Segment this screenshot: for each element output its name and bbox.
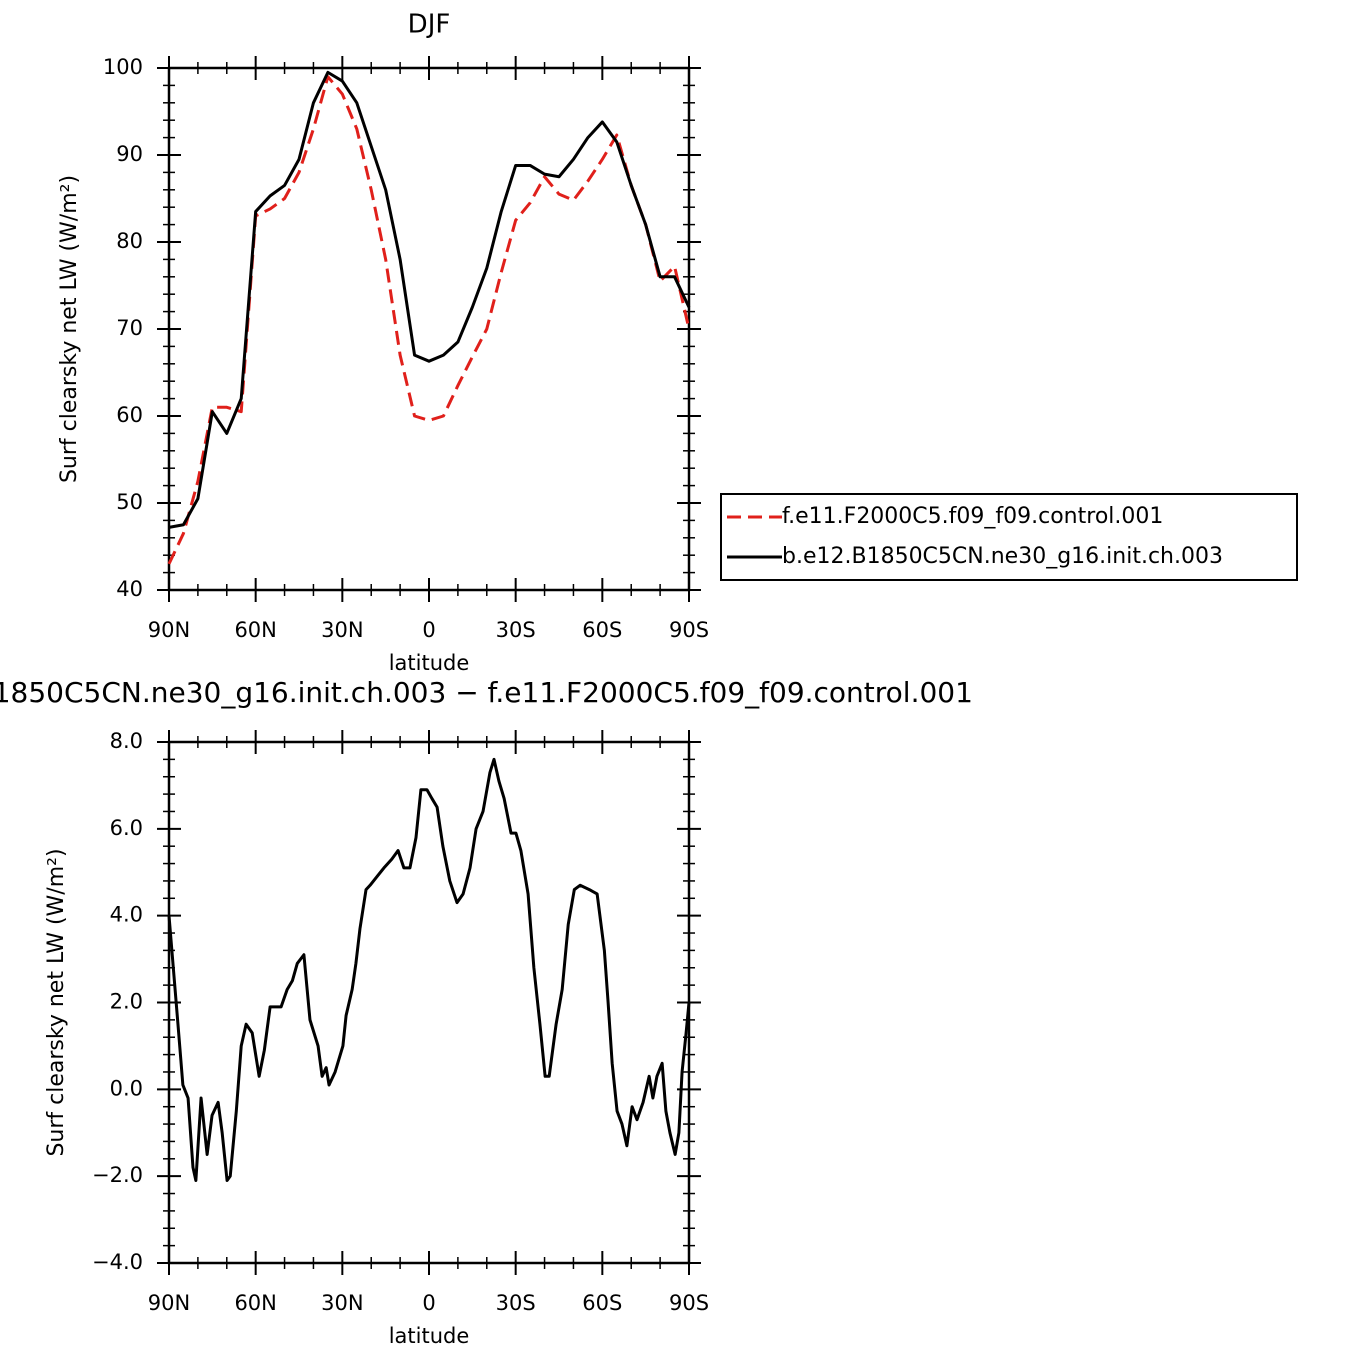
data-line bbox=[167, 757, 691, 1183]
x-tick-label: 90S bbox=[669, 1291, 709, 1315]
plot-frame bbox=[167, 66, 691, 592]
x-tick-label: 0 bbox=[422, 1291, 435, 1315]
legend-box bbox=[720, 493, 1298, 581]
x-tick-label: 30N bbox=[321, 618, 363, 642]
y-tick-label: −4.0 bbox=[92, 1250, 143, 1274]
y-tick-label: 70 bbox=[116, 316, 143, 340]
x-tick-label: 60N bbox=[234, 1291, 276, 1315]
y-tick-label: 100 bbox=[103, 55, 143, 79]
x-tick-label: 60S bbox=[582, 618, 622, 642]
y-tick-label: 80 bbox=[116, 229, 143, 253]
x-tick-label: 30N bbox=[321, 1291, 363, 1315]
y-axis-label: Surf clearsky net LW (W/m²) bbox=[44, 848, 69, 1156]
y-tick-label: 4.0 bbox=[110, 903, 143, 927]
x-axis-label: latitude bbox=[389, 651, 470, 675]
x-tick-label: 60N bbox=[234, 618, 276, 642]
x-tick-label: 90S bbox=[669, 618, 709, 642]
legend-label: f.e11.F2000C5.f09_f09.control.001 bbox=[782, 504, 1163, 529]
y-axis-label: Surf clearsky net LW (W/m²) bbox=[57, 175, 82, 483]
y-tick-label: 60 bbox=[116, 403, 143, 427]
y-tick-label: 6.0 bbox=[110, 816, 143, 840]
x-axis-label: latitude bbox=[389, 1324, 470, 1348]
x-tick-label: 30S bbox=[496, 618, 536, 642]
y-tick-label: 40 bbox=[116, 577, 143, 601]
chart-title: b.e12.B1850C5CN.ne30_g16.init.ch.003 − f… bbox=[0, 676, 973, 709]
y-tick-label: 8.0 bbox=[110, 729, 143, 753]
legend-label: b.e12.B1850C5CN.ne30_g16.init.ch.003 bbox=[782, 544, 1223, 569]
y-tick-label: 90 bbox=[116, 142, 143, 166]
x-tick-label: 0 bbox=[422, 618, 435, 642]
x-tick-label: 30S bbox=[496, 1291, 536, 1315]
y-tick-label: −2.0 bbox=[92, 1163, 143, 1187]
x-tick-label: 60S bbox=[582, 1291, 622, 1315]
chart-title: DJF bbox=[408, 10, 451, 40]
data-line bbox=[168, 70, 691, 529]
y-tick-label: 2.0 bbox=[110, 990, 143, 1014]
y-tick-label: 0.0 bbox=[110, 1076, 143, 1100]
plot-frame bbox=[167, 740, 691, 1265]
x-tick-label: 90N bbox=[148, 618, 190, 642]
y-tick-label: 50 bbox=[116, 490, 143, 514]
x-tick-label: 90N bbox=[148, 1291, 190, 1315]
